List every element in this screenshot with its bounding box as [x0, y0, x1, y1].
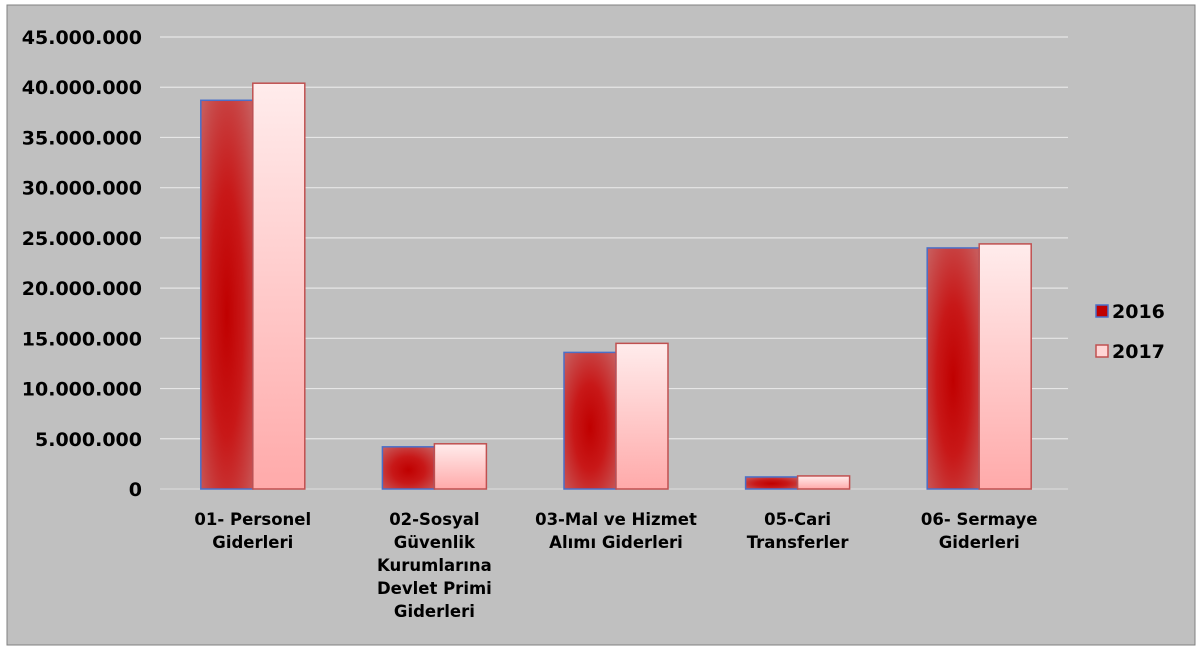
- bar-2016: [381, 446, 436, 490]
- x-axis: 01- Personel Giderleri 02-Sosyal Güvenlik Ku…: [194, 510, 1037, 621]
- bar-2017: [615, 342, 669, 490]
- x-category-label: 01- Personel Giderleri: [194, 510, 311, 552]
- bar-2017: [796, 475, 851, 490]
- bars: [200, 82, 1032, 490]
- y-tick-label: 35.000.000: [22, 127, 142, 149]
- gridlines: [160, 36, 1068, 490]
- legend-swatch-2017: [1095, 344, 1109, 358]
- y-tick-label: 5.000.000: [35, 429, 142, 451]
- y-tick-label: 30.000.000: [22, 178, 142, 200]
- bar-2016: [744, 476, 799, 490]
- bar-2016: [563, 351, 617, 490]
- legend: 2016 2017: [1095, 301, 1165, 363]
- y-tick-label: 45.000.000: [22, 27, 142, 49]
- y-tick-label: 0: [129, 479, 142, 501]
- legend-label-2017: 2017: [1112, 341, 1165, 363]
- bar-2017: [252, 82, 306, 490]
- x-category-label: 06- Sermaye Giderleri: [921, 510, 1038, 552]
- y-axis: 0 5.000.000 10.000.000 15.000.000 20.000.000…: [22, 27, 142, 501]
- x-category-label: 02-Sosyal Güvenlik Kurumlarına Devlet Primi…: [377, 510, 492, 621]
- y-tick-label: 20.000.000: [22, 278, 142, 300]
- bar-2017: [978, 243, 1032, 490]
- legend-label-2016: 2016: [1112, 301, 1165, 323]
- y-tick-label: 15.000.000: [22, 328, 142, 350]
- legend-swatch-2016: [1095, 304, 1109, 318]
- y-tick-label: 25.000.000: [22, 228, 142, 250]
- y-tick-label: 10.000.000: [22, 379, 142, 401]
- x-category-label: 03-Mal ve Hizmet Alımı Giderleri: [535, 510, 697, 552]
- bar-2016: [200, 99, 254, 490]
- bar-2017: [433, 443, 488, 490]
- bar-2016: [926, 247, 980, 490]
- y-tick-label: 40.000.000: [22, 77, 142, 99]
- x-category-label: 05-Cari Transferler: [747, 510, 850, 552]
